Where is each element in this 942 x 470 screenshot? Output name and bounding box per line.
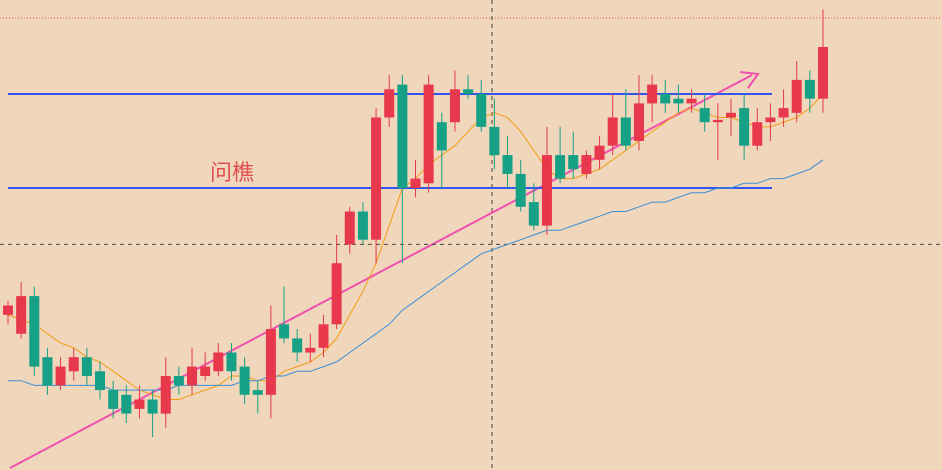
candle-body xyxy=(594,145,605,160)
candle-body xyxy=(712,119,723,123)
candle-body xyxy=(29,296,40,367)
ma-line xyxy=(7,93,824,400)
candle-body xyxy=(528,202,539,226)
candle-body xyxy=(555,155,566,179)
trend-arrow xyxy=(739,71,760,89)
candle-body xyxy=(502,155,513,174)
candle-body xyxy=(423,84,434,184)
candle-body xyxy=(410,178,421,188)
candle-body xyxy=(81,357,92,376)
candle-body xyxy=(818,47,828,99)
candle-body xyxy=(778,108,789,118)
candle-body xyxy=(16,296,27,334)
candle-body xyxy=(3,305,13,315)
candle-body xyxy=(686,98,697,104)
candle-body xyxy=(633,103,644,141)
candle-body xyxy=(804,79,815,99)
candle-body xyxy=(568,155,579,170)
candle-body xyxy=(449,89,460,123)
candle-body xyxy=(252,390,263,395)
candle-body xyxy=(541,155,552,226)
candle-body xyxy=(357,211,368,240)
candle-body xyxy=(108,390,119,409)
candle-body xyxy=(607,117,618,146)
candle-body xyxy=(318,324,329,348)
candle-body xyxy=(134,399,145,409)
candle-body xyxy=(673,98,684,104)
candle-body xyxy=(739,108,750,146)
candle-body xyxy=(200,366,211,376)
candle-body xyxy=(397,84,408,188)
candle-body xyxy=(279,324,290,339)
ma-line xyxy=(8,159,824,391)
candle-body xyxy=(305,347,316,353)
candle-body xyxy=(265,329,276,395)
candle-body xyxy=(515,173,526,207)
candle-body xyxy=(371,117,382,240)
candle-body xyxy=(292,338,303,353)
candle-body xyxy=(489,126,500,156)
candle-body xyxy=(173,376,184,386)
candle-body xyxy=(581,155,592,174)
candle-body xyxy=(121,394,132,414)
candle-body xyxy=(226,352,237,372)
candle-body xyxy=(147,399,158,414)
candle-body xyxy=(752,122,763,146)
candle-body xyxy=(68,357,79,372)
candle-body xyxy=(620,117,631,146)
candle-body xyxy=(476,94,487,127)
candle-body xyxy=(384,89,395,118)
candle-body xyxy=(660,94,671,104)
candle-body xyxy=(436,122,447,151)
candle-body xyxy=(331,263,342,325)
candle-body xyxy=(95,371,106,391)
candle-body xyxy=(725,112,736,118)
candle-body xyxy=(699,108,710,123)
annotation: 问樵 xyxy=(210,161,254,186)
candle-body xyxy=(55,366,66,386)
candle-body xyxy=(647,84,658,104)
candle-body xyxy=(344,211,355,245)
candle-body xyxy=(765,117,776,123)
candle-body xyxy=(239,366,250,395)
candle-body xyxy=(42,357,53,386)
candle-body xyxy=(791,79,802,113)
candle-body xyxy=(463,89,474,94)
candle-body xyxy=(160,376,171,414)
candle-body xyxy=(213,352,224,372)
candle-body xyxy=(187,366,198,386)
